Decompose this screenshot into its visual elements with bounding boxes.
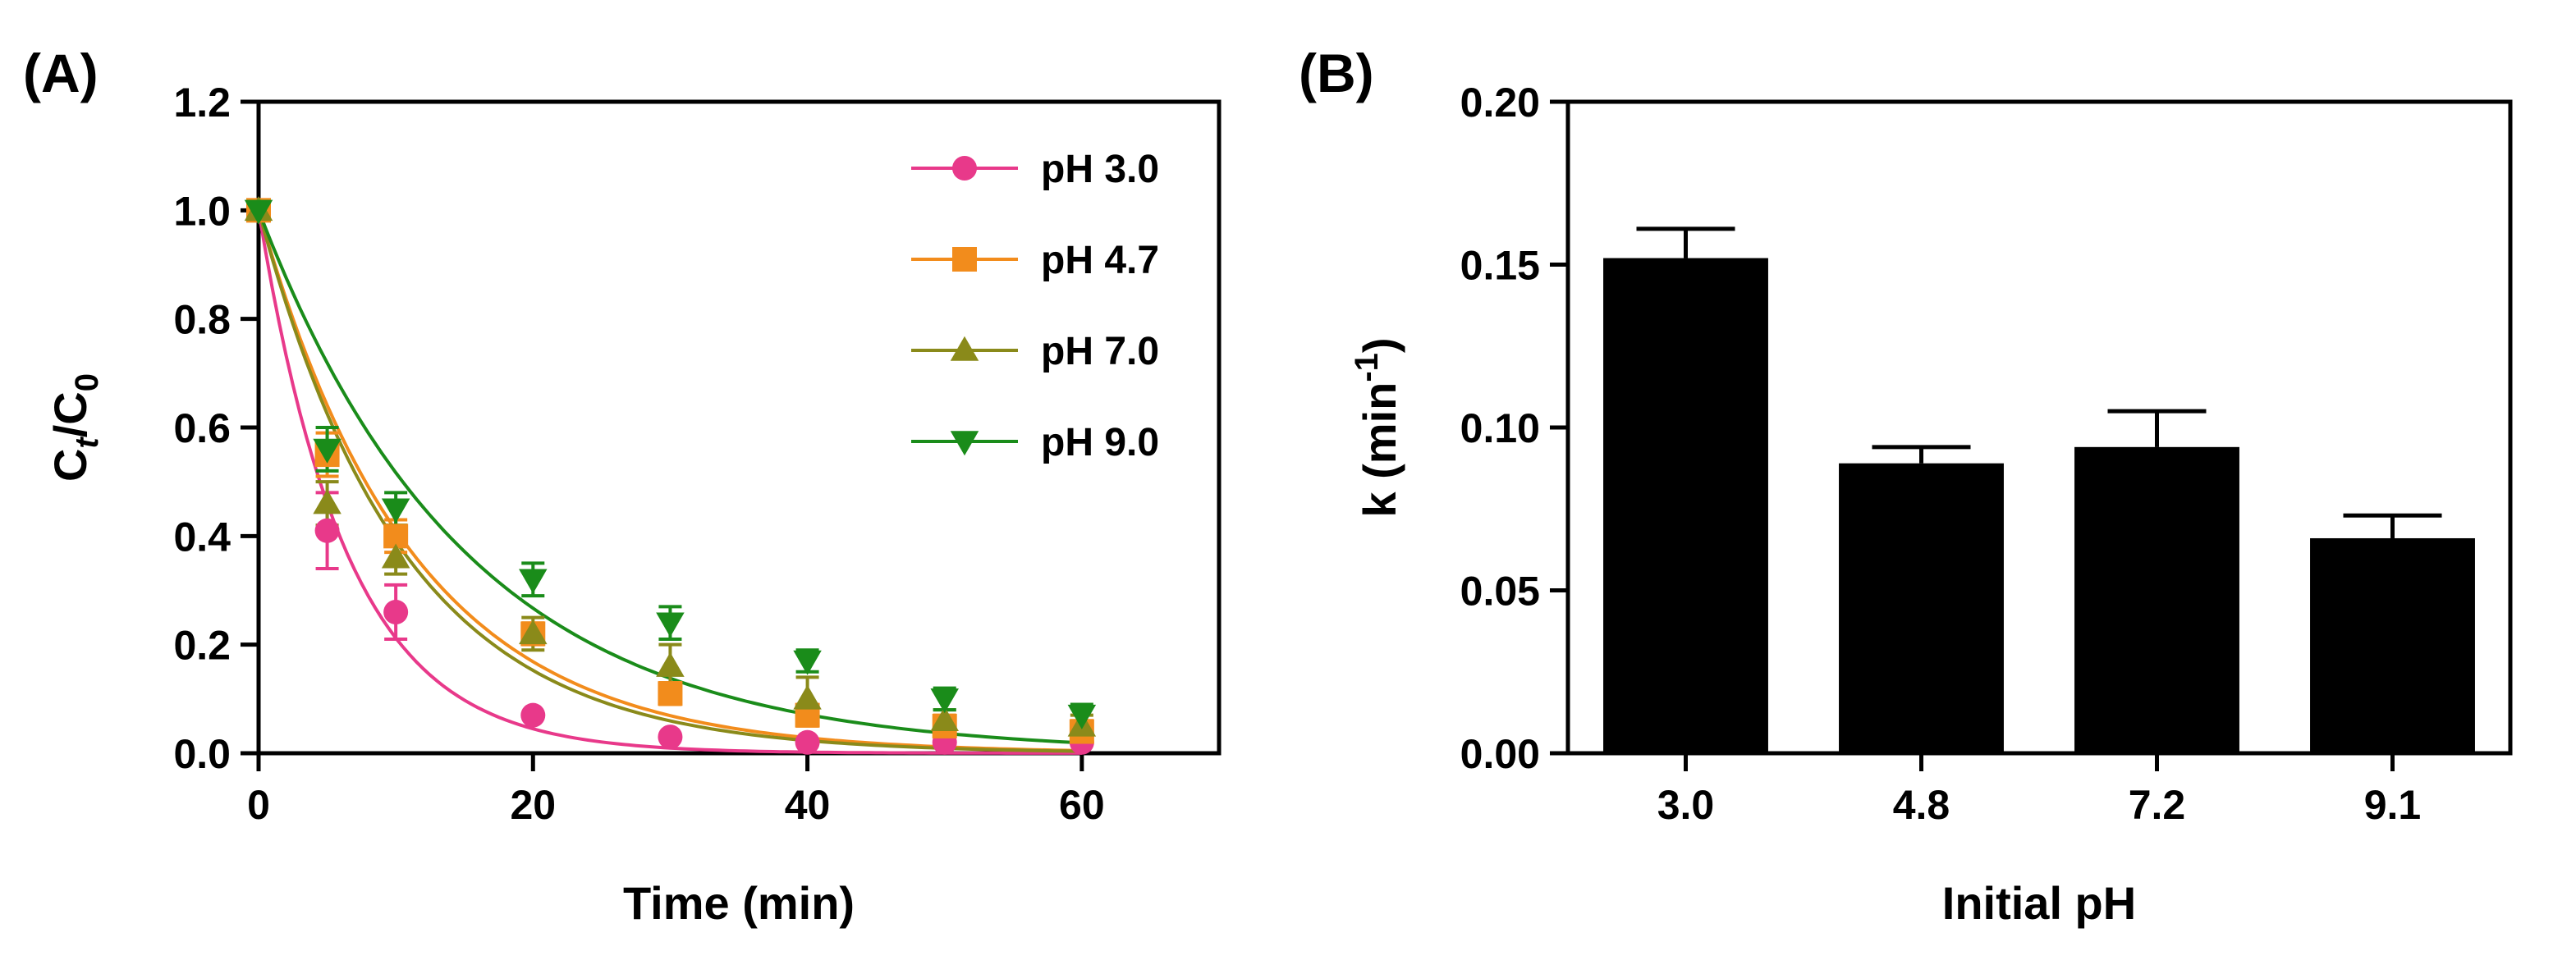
- panel-a-x-tick-label: 40: [785, 782, 831, 828]
- panel-a-point-triangle-up: [381, 543, 410, 569]
- panel-a-legend-label: pH 7.0: [1041, 330, 1159, 373]
- panel-b-label: (B): [1299, 43, 1374, 103]
- panel-b-y-tick-label: 0.10: [1460, 405, 1540, 451]
- panel-a-x-axis-label: Time (min): [623, 877, 855, 929]
- panel-a-point-square: [952, 247, 977, 272]
- panel-a-data-points: [244, 196, 1097, 755]
- panel-a-y-tick-label: 1.2: [173, 80, 231, 126]
- panel-a-point-circle: [658, 725, 683, 750]
- panel-a-point-circle: [383, 599, 409, 624]
- panel-a-y-tick-label: 1.0: [173, 188, 231, 234]
- panel-a-point-triangle-up: [656, 651, 685, 677]
- panel-b-x-tick-label: 3.0: [1657, 782, 1715, 828]
- panel-b-y-tick-label: 0.00: [1460, 731, 1540, 777]
- panel-b-x-ticks: 3.0 4.8 7.2 9.1: [1657, 753, 2422, 828]
- panel-a-y-axis-label: Ct/C0: [44, 373, 105, 482]
- panel-a-point-triangle-down: [313, 438, 341, 464]
- panel-b-y-ticks: 0.00 0.05 0.10 0.15 0.20: [1460, 80, 1568, 777]
- panel-a-legend: pH 3.0 pH 4.7 pH 7.0 pH 9.0: [911, 148, 1159, 464]
- panel-a-point-triangle-down: [519, 569, 548, 594]
- panel-a-legend-label: pH 9.0: [1041, 421, 1159, 464]
- panel-a-point-square: [658, 681, 683, 706]
- panel-b-bars: [1603, 226, 2475, 753]
- panel-a-point-triangle-down: [244, 199, 273, 225]
- panel-b-y-tick-label: 0.20: [1460, 80, 1540, 126]
- panel-a-x-tick-label: 60: [1059, 782, 1105, 828]
- panel-b-x-axis-label: Initial pH: [1942, 877, 2136, 929]
- panel-a-point-circle: [952, 156, 977, 181]
- panel-b-x-tick-label: 9.1: [2364, 782, 2422, 828]
- panel-b-chart: (B) 0.00 0.05 0.10 0.15 0.20 3.0 4.8 7.2 9.1 In…: [1299, 43, 2513, 929]
- panel-a-y-tick-label: 0.6: [173, 405, 231, 451]
- panel-b-bar: [2074, 446, 2239, 753]
- panel-a-point-triangle-down: [381, 498, 410, 523]
- panel-a-legend-label: pH 3.0: [1041, 148, 1159, 191]
- panel-a-point-triangle-down: [1067, 704, 1097, 729]
- panel-b-y-axis-label: k (min-1): [1349, 337, 1405, 517]
- panel-a-point-triangle-up: [793, 684, 822, 710]
- panel-a-y-tick-label: 0.4: [173, 514, 231, 560]
- panel-a-point-triangle-down: [930, 688, 959, 714]
- panel-a-y-tick-label: 0.0: [173, 731, 231, 777]
- panel-b-bar: [2310, 537, 2475, 753]
- panel-a-point-circle: [795, 729, 820, 755]
- panel-a-y-tick-label: 0.8: [173, 297, 231, 343]
- panel-a-point-triangle-up: [950, 336, 979, 361]
- panel-b-y-tick-label: 0.15: [1460, 243, 1540, 289]
- panel-a-x-ticks: 0 20 40 60: [247, 753, 1105, 828]
- panel-a-x-tick-label: 20: [510, 782, 556, 828]
- panel-a-point-circle: [314, 518, 340, 543]
- panel-a-legend-label: pH 4.7: [1041, 239, 1159, 282]
- panel-a-label: (A): [23, 43, 99, 103]
- panel-a-point-triangle-up: [313, 489, 341, 514]
- panel-a-error-bars: [315, 426, 1093, 744]
- panel-a-point-circle: [520, 702, 546, 728]
- panel-b-x-tick-label: 7.2: [2129, 782, 2186, 828]
- panel-a-y-ticks: 0.0 0.2 0.4 0.6 0.8 1.0 1.2: [173, 80, 259, 777]
- panel-b-x-tick-label: 4.8: [1893, 782, 1950, 828]
- panel-b-y-tick-label: 0.05: [1460, 569, 1540, 615]
- panel-a-point-triangle-down: [950, 431, 979, 456]
- panel-a-point-triangle-down: [793, 650, 822, 675]
- panel-a-point-triangle-down: [656, 612, 685, 638]
- panel-a-chart: (A) 0.0 0.2 0.4 0.6 0.8 1.0 1.2 0 20 40 60 pH 3.0…: [23, 43, 1222, 929]
- panel-b-bar: [1839, 463, 2004, 753]
- panel-b-bar: [1603, 258, 1768, 753]
- panel-a-point-triangle-up: [519, 619, 548, 645]
- panel-a-x-tick-label: 0: [247, 782, 270, 828]
- panel-a-y-tick-label: 0.2: [173, 623, 231, 669]
- panel-a-point-triangle-up: [930, 706, 959, 732]
